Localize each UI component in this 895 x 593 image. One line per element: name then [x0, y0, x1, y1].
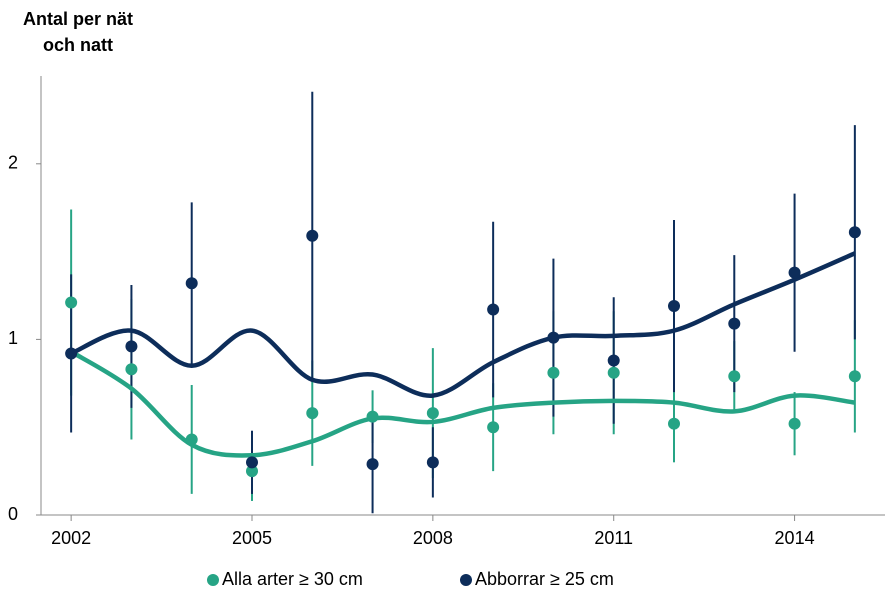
data-point	[185, 277, 198, 290]
data-point	[426, 407, 439, 420]
data-point	[668, 417, 680, 430]
legend-label: Abborrar ≥ 25 cm	[475, 569, 614, 589]
data-point	[65, 347, 78, 360]
data-point	[607, 366, 620, 379]
x-tick-label: 2011	[594, 528, 633, 548]
data-point	[185, 433, 198, 446]
data-point	[848, 370, 861, 383]
x-tick-label: 2014	[775, 528, 815, 548]
y-tick-label: 2	[8, 153, 18, 173]
data-point	[366, 410, 379, 423]
data-point	[487, 421, 500, 434]
data-point	[306, 407, 319, 420]
data-point	[125, 363, 138, 376]
x-tick-label: 2005	[232, 528, 272, 548]
data-point	[607, 354, 620, 367]
y-axis-title: Antal per nät	[23, 9, 133, 29]
data-point	[246, 465, 258, 478]
data-point	[547, 366, 560, 379]
data-point	[788, 266, 801, 279]
data-point	[246, 456, 258, 469]
y-tick-label: 1	[8, 328, 18, 348]
data-point	[788, 417, 801, 430]
data-point	[728, 370, 741, 383]
legend-marker	[207, 574, 219, 586]
legend-label: Alla arter ≥ 30 cm	[222, 569, 363, 589]
data-point	[125, 340, 138, 353]
y-axis-title: och natt	[43, 35, 113, 55]
legend-marker	[460, 574, 472, 586]
y-tick-label: 0	[8, 504, 18, 524]
x-tick-label: 2008	[413, 528, 453, 548]
data-point	[65, 296, 78, 309]
data-point	[306, 229, 319, 242]
data-point	[426, 456, 439, 469]
data-point	[668, 300, 680, 313]
trend-line	[70, 251, 856, 398]
x-tick-label: 2002	[51, 528, 91, 548]
data-point	[848, 226, 861, 239]
data-point	[487, 303, 500, 316]
data-point	[366, 458, 379, 471]
data-point	[728, 317, 741, 330]
data-point	[547, 331, 560, 344]
